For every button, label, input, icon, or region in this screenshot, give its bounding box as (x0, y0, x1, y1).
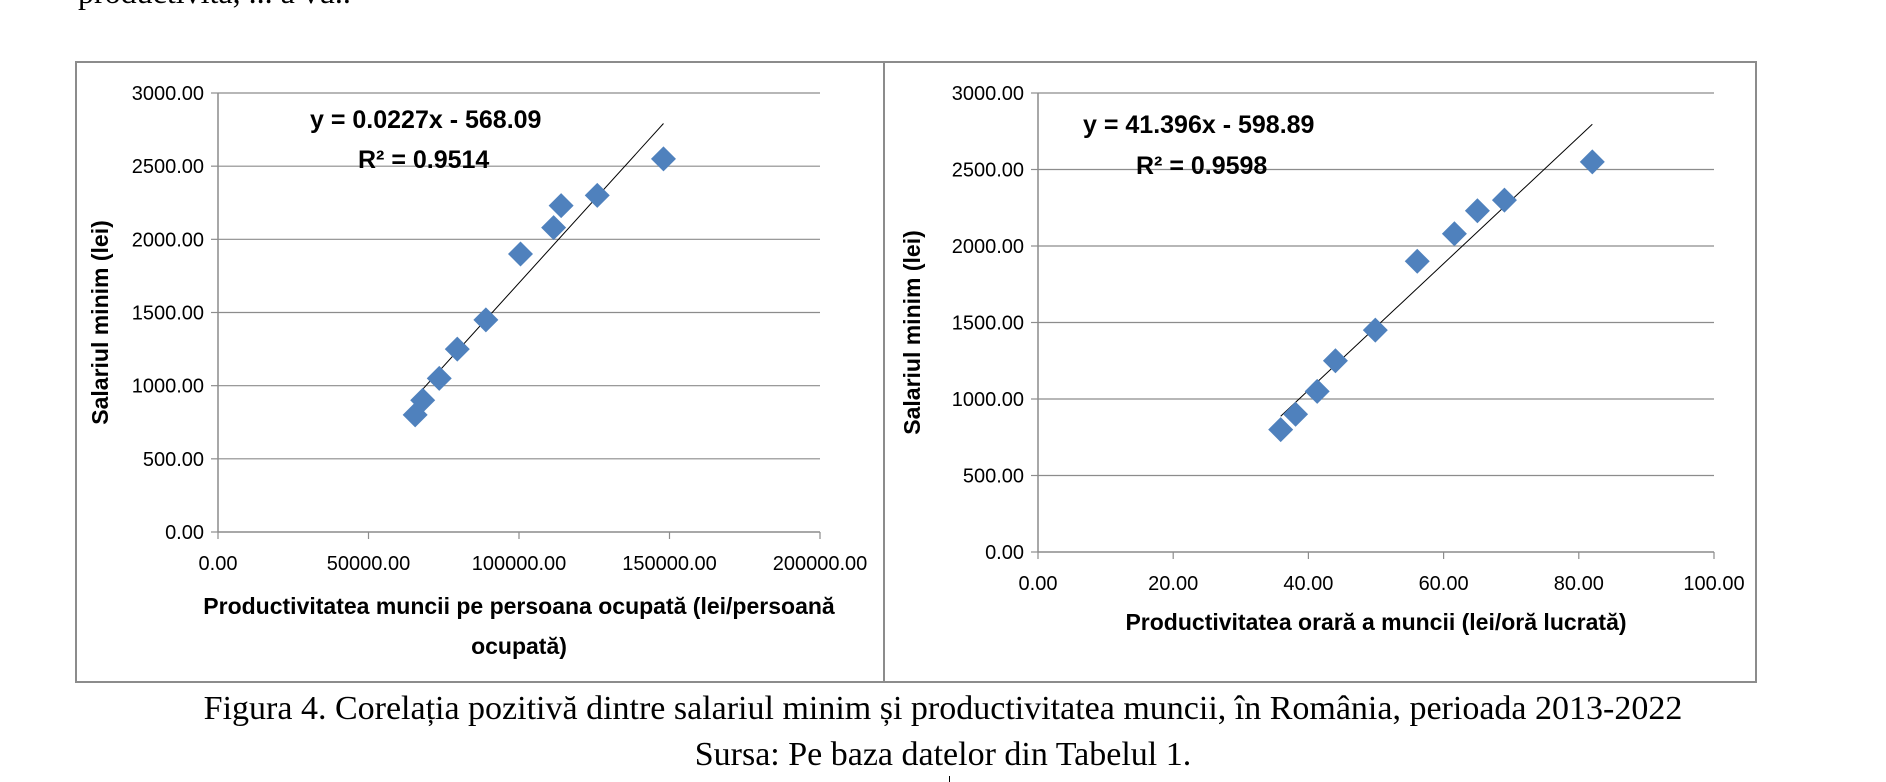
data-point (548, 193, 574, 219)
data-point (1579, 149, 1605, 175)
x-tick-label: 80.00 (1554, 573, 1604, 595)
data-point (541, 215, 567, 241)
x-tick-label: 60.00 (1419, 573, 1469, 595)
trendline-equation: y = 41.396x - 598.89 (1083, 111, 1314, 139)
data-point (1441, 221, 1467, 247)
data-point (1404, 248, 1430, 274)
chart-hourly-productivity: 0.00 500.00 1000.00 1500.00 2000.00 2500.00 30… (883, 61, 1757, 683)
data-point (584, 182, 610, 208)
figure-source: Sursa: Pe baza datelor din Tabelul 1. (694, 736, 1192, 773)
data-point (1283, 401, 1309, 427)
y-tick-label: 2000.00 (132, 229, 204, 251)
y-axis-label: Salariul minim (lei) (87, 220, 113, 425)
data-point (1268, 417, 1294, 443)
x-axis-label: ocupată) (471, 633, 567, 659)
y-tick-label: 2500.00 (952, 160, 1024, 182)
x-tick-label: 0.00 (199, 553, 238, 575)
x-axis-label: Productivitatea muncii pe persoana ocupa… (203, 593, 835, 619)
y-tick-label: 500.00 (143, 449, 204, 471)
data-point (1322, 348, 1348, 374)
cut-off-text: productivita, ... a vu.. (78, 0, 351, 11)
x-tick-label: 50000.00 (327, 553, 410, 575)
x-tick-label: 0.00 (1019, 573, 1058, 595)
figure-caption: Figura 4. Corelația pozitivă dintre sala… (203, 690, 1683, 727)
r-squared-label: R² = 0.9514 (358, 146, 489, 174)
data-point (1464, 198, 1490, 224)
y-tick-label: 1000.00 (132, 376, 204, 398)
x-tick-label: 100000.00 (472, 553, 567, 575)
y-tick-label: 1500.00 (952, 313, 1024, 335)
x-tick-label: 200000.00 (773, 553, 868, 575)
y-tick-label: 3000.00 (132, 83, 204, 105)
chart-frame (883, 61, 1757, 683)
page-edge-mark (949, 776, 950, 782)
y-tick-label: 0.00 (165, 522, 204, 544)
y-tick-label: 500.00 (963, 466, 1024, 488)
x-tick-label: 40.00 (1283, 573, 1333, 595)
y-tick-label: 2000.00 (952, 236, 1024, 258)
charts-svg: 0.00 500.00 1000.00 1500.00 2000.00 2500.00 30… (75, 61, 1757, 683)
data-point (426, 365, 452, 391)
data-point (410, 387, 436, 413)
x-tick-label: 20.00 (1148, 573, 1198, 595)
data-point (444, 336, 470, 362)
chart-frame (75, 61, 885, 683)
r-squared-label: R² = 0.9598 (1136, 152, 1267, 180)
y-axis-label: Salariul minim (lei) (899, 230, 925, 435)
y-tick-label: 1500.00 (132, 303, 204, 325)
chart-productivity-per-person: 0.00 500.00 1000.00 1500.00 2000.00 2500.00 30… (75, 61, 885, 683)
data-point (1304, 378, 1330, 404)
data-point (1362, 317, 1388, 343)
data-point (508, 241, 534, 267)
y-tick-label: 1000.00 (952, 389, 1024, 411)
y-tick-label: 0.00 (985, 542, 1024, 564)
x-axis-label: Productivitatea orară a muncii (lei/oră … (1125, 609, 1626, 635)
y-tick-label: 2500.00 (132, 156, 204, 178)
trendline-equation: y = 0.0227x - 568.09 (310, 106, 541, 134)
data-point (650, 146, 676, 172)
data-point (1491, 187, 1517, 213)
x-tick-label: 100.00 (1683, 573, 1744, 595)
data-point (473, 307, 499, 333)
y-tick-label: 3000.00 (952, 83, 1024, 105)
x-tick-label: 150000.00 (622, 553, 717, 575)
